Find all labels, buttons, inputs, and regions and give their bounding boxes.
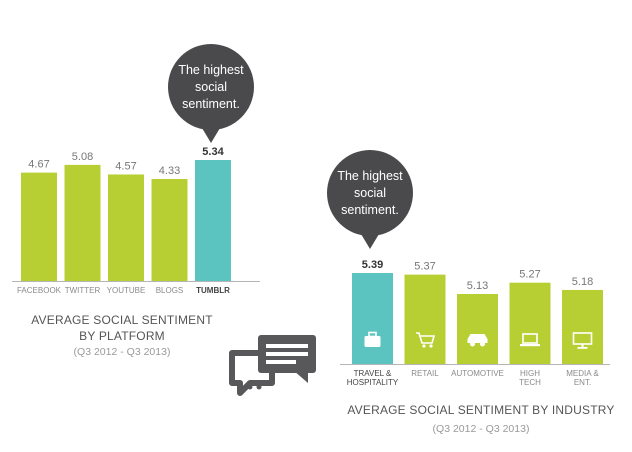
bar xyxy=(457,294,498,364)
car-icon xyxy=(467,334,488,347)
bar xyxy=(509,282,551,364)
industry-annotation-bubble: The highest social sentiment. xyxy=(327,150,413,249)
data-label: 5.34 xyxy=(202,146,224,158)
data-label: 4.33 xyxy=(159,165,180,177)
tick-label: BLOGS xyxy=(156,286,184,295)
tick-label: FACEBOOK xyxy=(17,286,62,295)
chat-bubbles-icon xyxy=(229,335,316,396)
briefcase-icon xyxy=(364,331,381,347)
bar xyxy=(352,273,393,364)
data-label: 5.37 xyxy=(414,261,435,273)
monitor-icon xyxy=(572,332,593,349)
tick-label: TWITTER xyxy=(65,286,101,295)
data-label: 5.13 xyxy=(467,280,488,292)
data-label: 5.08 xyxy=(72,151,93,163)
bar xyxy=(21,172,57,281)
bar xyxy=(562,289,603,364)
data-label: 4.67 xyxy=(28,159,49,171)
industry-chart-title: AVERAGE SOCIAL SENTIMENT BY INDUSTRY xyxy=(347,403,615,417)
platform-chart-title: AVERAGE SOCIAL SENTIMENT BY PLATFORM xyxy=(31,313,213,343)
platform-annotation-bubble: The highest social sentiment. xyxy=(168,44,254,143)
bar xyxy=(195,160,231,281)
tick-label: YOUTUBE xyxy=(107,286,146,295)
tick-label: RETAIL xyxy=(411,369,439,378)
tick-label: AUTOMOTIVE xyxy=(451,369,504,378)
laptop-icon xyxy=(520,333,540,347)
data-label: 5.27 xyxy=(519,269,540,281)
tick-label: TUMBLR xyxy=(196,286,230,295)
bar xyxy=(404,274,446,364)
platform-chart-period: (Q3 2012 - Q3 2013) xyxy=(73,346,171,358)
tick-label: MEDIA & ENT. xyxy=(566,369,599,387)
bar xyxy=(64,164,101,281)
data-label: 5.18 xyxy=(572,276,593,288)
platform-annotation-text: The highest social sentiment. xyxy=(178,62,244,111)
tick-label: HIGH TECH xyxy=(519,369,541,387)
industry-annotation-text: The highest social sentiment. xyxy=(337,168,403,217)
tick-label: TRAVEL & HOSPITALITY xyxy=(347,369,399,387)
bar xyxy=(151,179,188,281)
bar xyxy=(108,174,144,281)
data-label: 4.57 xyxy=(115,160,136,172)
industry-chart-period: (Q3 2012 - Q3 2013) xyxy=(432,423,530,435)
data-label: 5.39 xyxy=(362,259,383,271)
shopping-cart-icon xyxy=(416,332,436,348)
